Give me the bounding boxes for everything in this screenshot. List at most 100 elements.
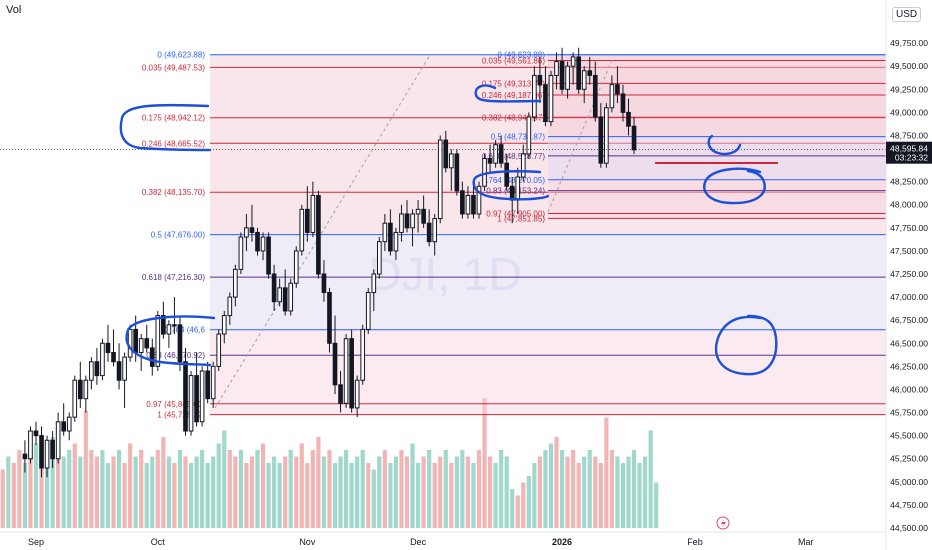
candle-body (216, 333, 222, 367)
fib-band (210, 234, 886, 278)
fib-level-label: 0 (49,623.88) (157, 51, 205, 60)
volume-bar (61, 456, 66, 528)
volume-bar (427, 450, 432, 528)
volume-bar (510, 489, 515, 528)
fib-band (548, 179, 886, 191)
candle-body (404, 213, 410, 229)
candle-body (376, 241, 382, 275)
volume-bar (6, 456, 11, 528)
candle-body (249, 227, 255, 233)
price-tick-label: 46,750.00 (890, 315, 928, 325)
hand-drawn-annotation (707, 134, 742, 156)
volume-bar (332, 463, 338, 528)
bar-countdown: 03:23:32 (895, 153, 928, 163)
volume-bar (626, 456, 631, 528)
volume-bar (128, 443, 133, 528)
volume-bar (0, 469, 5, 528)
candle-body (305, 208, 310, 233)
chart-background: DJI, 1D (368, 248, 521, 300)
candle-body (282, 287, 288, 312)
candle-body (293, 250, 299, 284)
volume-bar (388, 463, 393, 528)
price-axis[interactable]: 44,500.00 44,750.00 45,000.00 45,250.00 45,5… (885, 0, 932, 550)
candle-body (260, 236, 266, 252)
price-tick-label: 46,250.00 (890, 361, 928, 371)
fib-level-label: 0.382 (48,135.70) (142, 188, 205, 197)
volume-bar (39, 463, 44, 528)
candle-body (327, 291, 332, 344)
volume-bar (277, 463, 282, 528)
volume-bar (598, 463, 603, 528)
candle-body (454, 153, 460, 192)
candle-body (620, 93, 626, 113)
candle-body (532, 74, 537, 118)
volume-bar (299, 443, 304, 528)
volume-bar (28, 456, 33, 528)
candle-body (233, 268, 238, 298)
time-axis[interactable]: Sep Oct Nov Dec 2026 Feb Mar (0, 516, 886, 547)
volume-bar (471, 463, 476, 528)
currency-button[interactable]: USD (892, 7, 922, 22)
volume-bar (643, 456, 648, 528)
volume-bar (78, 456, 83, 528)
price-tick-label: 47,250.00 (890, 269, 928, 279)
volume-bar (449, 463, 454, 528)
candle-body (410, 213, 415, 229)
volume-bar (17, 450, 22, 528)
candle-body (592, 74, 598, 118)
volume-bar (255, 450, 260, 528)
volume-bar (631, 450, 637, 528)
candle-body (548, 74, 554, 123)
price-tick-label: 47,500.00 (890, 246, 928, 256)
last-price-value: 48,595.84 (890, 144, 928, 154)
candle-body (537, 74, 543, 86)
volume-bar (476, 450, 482, 528)
candle-body (155, 315, 161, 367)
trend-line (214, 54, 431, 409)
fib-level-label: 1 (45,728.12) (157, 411, 205, 420)
volume-bar (515, 495, 520, 528)
candle-body (55, 421, 61, 460)
candle-body (299, 208, 305, 252)
fib-level-label: 0.246 (49,187.96) (482, 91, 545, 100)
candle-body (172, 324, 177, 327)
volume-bar (382, 450, 387, 528)
candle-body (388, 222, 393, 252)
candle-body (105, 342, 111, 354)
volume-bar (238, 450, 243, 528)
fib-band (210, 403, 886, 415)
fib-band (210, 67, 886, 118)
volume-bar (249, 456, 255, 528)
volume-bar (371, 469, 376, 528)
candle-body (89, 361, 94, 381)
last-price-tag (886, 141, 932, 164)
fib-band (548, 95, 886, 118)
fib-level-label: 0 (49,623.88) (497, 51, 545, 60)
candle-body (61, 421, 67, 432)
candle-body (487, 158, 493, 164)
candle-body (626, 111, 631, 127)
volume-bar (526, 476, 531, 528)
volume-bar (139, 450, 144, 528)
fib-band (210, 329, 886, 356)
price-tick-label: 48,250.00 (890, 177, 928, 187)
volume-bar (593, 456, 598, 528)
fib-level-label: 0.97 (45,845.00) (146, 400, 205, 409)
volume-bar (454, 456, 459, 528)
candle-body (415, 208, 421, 215)
candle-body (332, 342, 338, 386)
volume-bar (487, 456, 493, 528)
volume-bar (161, 437, 166, 528)
hand-drawn-annotation (125, 315, 216, 367)
volume-bar (338, 456, 343, 528)
candle-body (221, 315, 227, 335)
candle-body (133, 328, 138, 354)
candle-body (22, 453, 28, 460)
candle-body (183, 361, 188, 432)
volume-bar (565, 456, 570, 528)
candle-body (77, 379, 83, 400)
volume-bar (543, 450, 548, 528)
volume-bar (377, 456, 382, 528)
fib-level-label: 0.175 (48,942.12) (142, 114, 205, 123)
